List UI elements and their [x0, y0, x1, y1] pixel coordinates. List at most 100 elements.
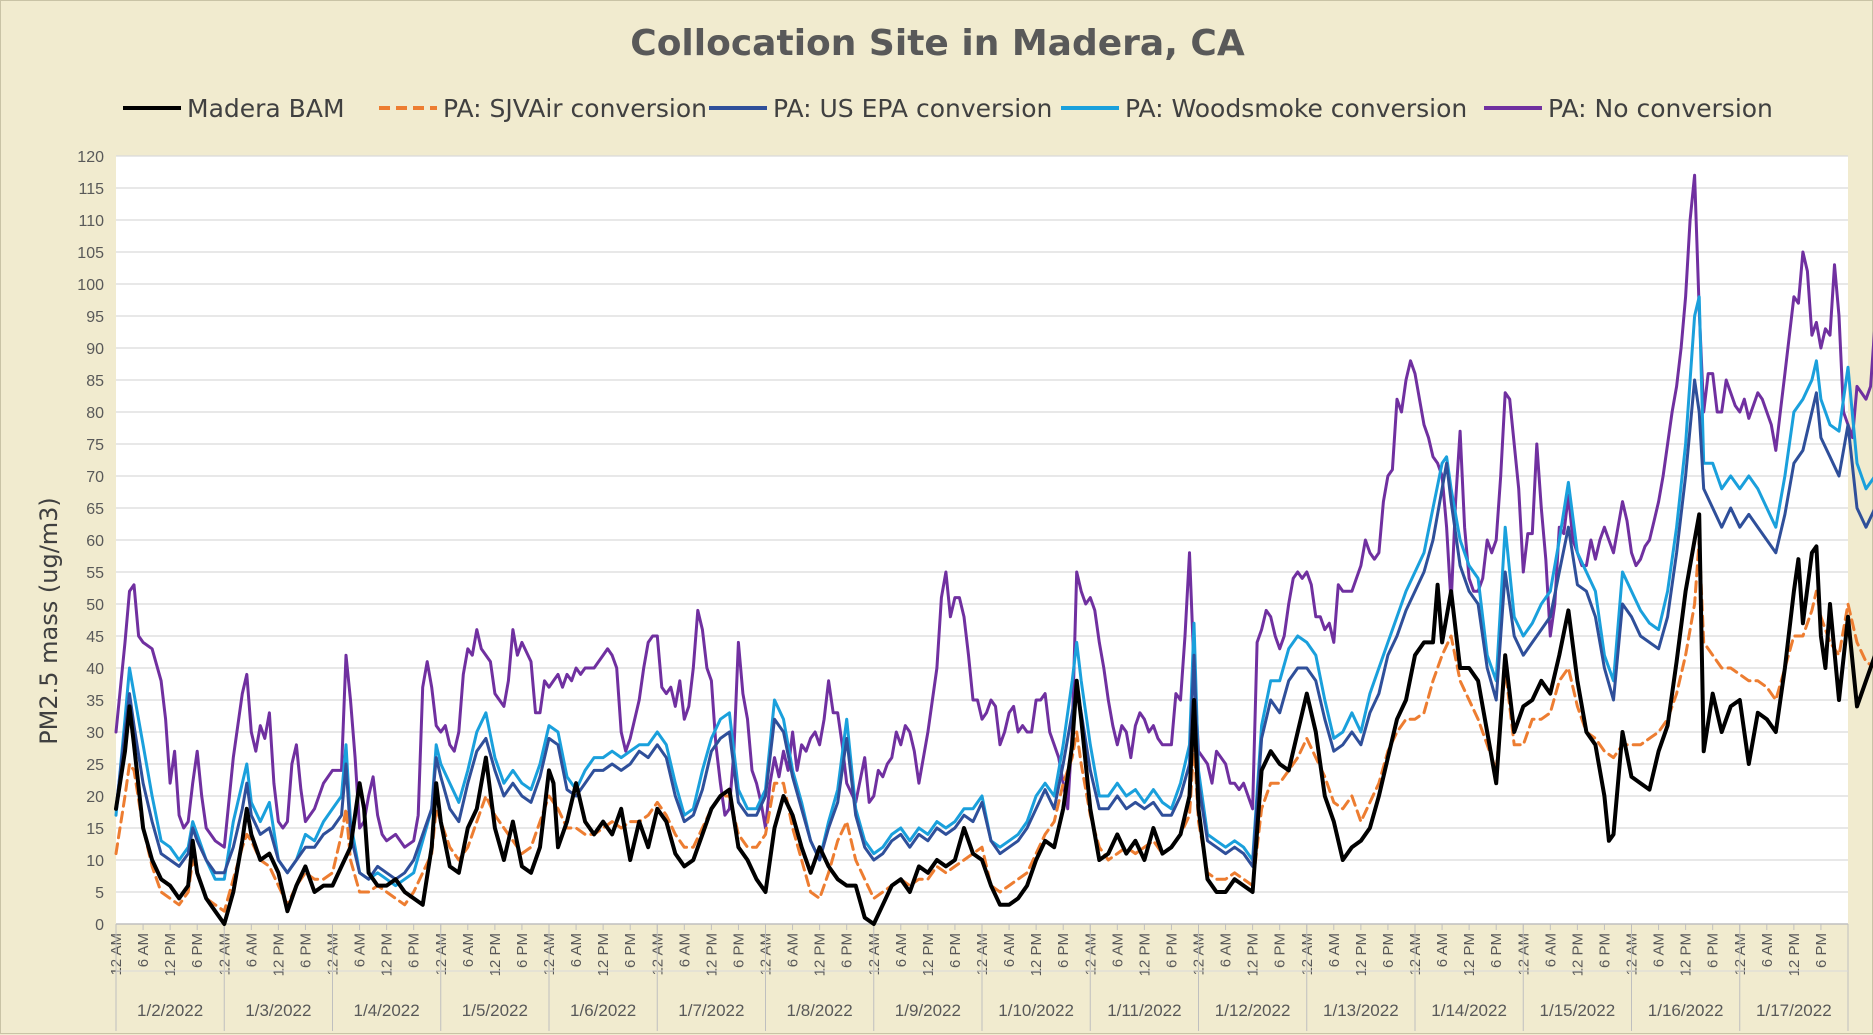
- x-hour-label: 6 AM: [1651, 933, 1668, 967]
- y-tick-label: 55: [86, 565, 104, 582]
- legend-swatch: [379, 106, 437, 110]
- x-day-label: 1/10/2022: [998, 1001, 1074, 1020]
- y-tick-label: 60: [86, 533, 104, 550]
- x-hour-label: 6 AM: [352, 933, 369, 967]
- x-day-label: 1/2/2022: [137, 1001, 203, 1020]
- legend-swatch: [1061, 106, 1119, 110]
- x-hour-label: 12 PM: [703, 933, 720, 976]
- x-hour-label: 6 AM: [460, 933, 477, 967]
- x-day-label: 1/15/2022: [1540, 1001, 1616, 1020]
- legend-label: PA: No conversion: [1548, 93, 1773, 123]
- y-tick-label: 0: [95, 917, 104, 934]
- legend-item: Madera BAM: [123, 91, 345, 125]
- legend-swatch: [1484, 106, 1542, 110]
- y-tick-label: 100: [77, 277, 104, 294]
- legend-item: PA: No conversion: [1484, 91, 1773, 125]
- x-hour-label: 6 AM: [893, 933, 910, 967]
- y-tick-label: 65: [86, 501, 104, 518]
- y-tick-label: 75: [86, 437, 104, 454]
- y-tick-label: 70: [86, 469, 104, 486]
- x-day-label: 1/11/2022: [1107, 1001, 1181, 1020]
- y-tick-label: 45: [86, 629, 104, 646]
- x-hour-label: 6 PM: [1488, 933, 1505, 968]
- x-day-label: 1/12/2022: [1215, 1001, 1291, 1020]
- y-axis-title: PM2.5 mass (ug/m3): [35, 497, 63, 745]
- x-hour-label: 12 PM: [1678, 933, 1695, 976]
- x-hour-label: 6 AM: [785, 933, 802, 967]
- y-tick-label: 95: [86, 309, 104, 326]
- x-hour-label: 12 PM: [812, 933, 829, 976]
- x-day-label: 1/13/2022: [1323, 1001, 1399, 1020]
- y-tick-label: 40: [86, 661, 104, 678]
- legend-label: PA: US EPA conversion: [773, 93, 1053, 123]
- x-hour-label: 6 PM: [1272, 933, 1289, 968]
- legend-label: PA: Woodsmoke conversion: [1125, 93, 1468, 123]
- legend-swatch: [709, 106, 767, 110]
- x-hour-label: 12 PM: [1353, 933, 1370, 976]
- y-tick-label: 20: [86, 789, 104, 806]
- x-hour-label: 6 PM: [297, 933, 314, 968]
- y-tick-label: 30: [86, 725, 104, 742]
- y-tick-label: 90: [86, 341, 104, 358]
- x-day-label: 1/5/2022: [462, 1001, 528, 1020]
- x-hour-label: 6 AM: [1218, 933, 1235, 967]
- y-tick-label: 15: [86, 821, 104, 838]
- x-hour-label: 6 PM: [839, 933, 856, 968]
- x-hour-label: 6 AM: [1001, 933, 1018, 967]
- y-tick-label: 115: [78, 181, 104, 198]
- x-hour-label: 6 AM: [1434, 933, 1451, 967]
- x-hour-label: 12 PM: [487, 933, 504, 976]
- y-tick-label: 10: [86, 853, 104, 870]
- legend: Madera BAM PA: SJVAir conversion PA: US EP…: [1, 91, 1873, 125]
- x-hour-label: 6 AM: [1542, 933, 1559, 967]
- x-hour-label: 6 AM: [1759, 933, 1776, 967]
- x-hour-label: 6 AM: [1109, 933, 1126, 967]
- legend-item: PA: US EPA conversion: [709, 91, 1052, 125]
- x-hour-label: 12 PM: [1569, 933, 1586, 976]
- x-hour-label: 12 PM: [1786, 933, 1803, 976]
- x-hour-label: 6 AM: [676, 933, 693, 967]
- x-day-label: 1/7/2022: [678, 1001, 744, 1020]
- x-hour-label: 6 AM: [243, 933, 260, 967]
- x-day-label: 1/3/2022: [245, 1001, 311, 1020]
- legend-label: PA: SJVAir conversion: [443, 93, 707, 123]
- legend-item: PA: SJVAir conversion: [379, 91, 707, 125]
- y-tick-label: 85: [86, 373, 104, 390]
- x-day-label: 1/16/2022: [1648, 1001, 1724, 1020]
- series-line-madera-bam: [114, 512, 1873, 926]
- x-hour-label: 6 AM: [135, 933, 152, 967]
- y-tick-label: 105: [77, 245, 104, 262]
- series-line-pa-woodsmoke-conversion: [114, 295, 1873, 888]
- x-hour-label: 12 PM: [270, 933, 287, 976]
- x-hour-label: 12 PM: [595, 933, 612, 976]
- y-tick-label: 5: [95, 885, 104, 902]
- x-hour-label: 6 PM: [189, 933, 206, 968]
- y-tick-label: 110: [78, 213, 104, 230]
- x-day-label: 1/6/2022: [570, 1001, 636, 1020]
- x-hour-label: 12 PM: [1461, 933, 1478, 976]
- x-hour-label: 6 PM: [1813, 933, 1830, 968]
- x-day-label: 1/4/2022: [354, 1001, 420, 1020]
- legend-label: Madera BAM: [187, 93, 345, 123]
- x-hour-label: 12 PM: [1136, 933, 1153, 976]
- x-hour-label: 6 PM: [947, 933, 964, 968]
- y-tick-label: 120: [77, 149, 104, 166]
- y-tick-label: 25: [86, 757, 104, 774]
- x-hour-label: 6 PM: [514, 933, 531, 968]
- x-hour-label: 12 PM: [162, 933, 179, 976]
- x-hour-label: 6 PM: [1380, 933, 1397, 968]
- x-day-label: 1/8/2022: [787, 1001, 853, 1020]
- y-tick-label: 80: [86, 405, 104, 422]
- x-hour-label: 6 PM: [1705, 933, 1722, 968]
- x-hour-label: 6 PM: [406, 933, 423, 968]
- x-day-label: 1/17/2022: [1756, 1001, 1832, 1020]
- x-hour-label: 12 PM: [1028, 933, 1045, 976]
- x-hour-label: 12 PM: [1245, 933, 1262, 976]
- series-line-pa-sjvair-conversion: [114, 538, 1873, 913]
- x-hour-label: 6 PM: [1055, 933, 1072, 968]
- x-hour-label: 12 PM: [379, 933, 396, 976]
- y-tick-label: 35: [86, 693, 104, 710]
- y-tick-label: 50: [86, 597, 104, 614]
- x-day-label: 1/9/2022: [895, 1001, 961, 1020]
